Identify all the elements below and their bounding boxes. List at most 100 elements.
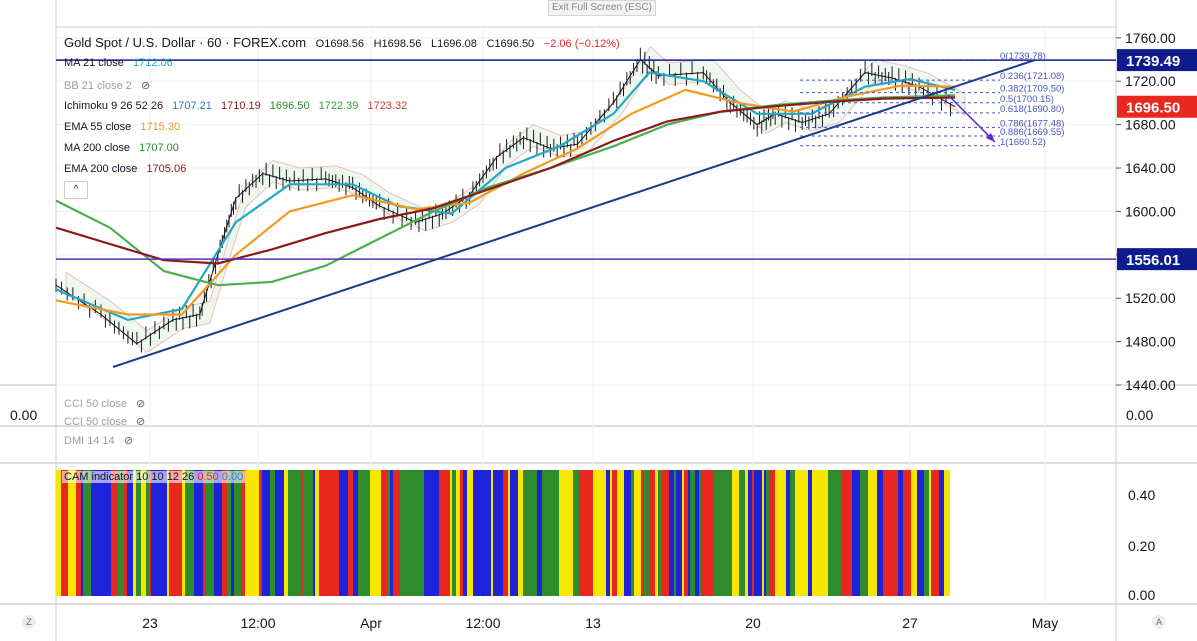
cam-bar <box>259 470 262 596</box>
cam-bar <box>841 470 847 596</box>
exit-fullscreen-button[interactable]: Exit Full Screen (ESC) <box>548 0 656 16</box>
series-layer <box>55 47 956 353</box>
eye-hidden-icon[interactable]: ⊘ <box>123 435 134 447</box>
cam-bar <box>651 470 655 596</box>
eye-hidden-icon[interactable]: ⊘ <box>136 398 146 410</box>
price-badge-label: 1556.01 <box>1126 252 1180 269</box>
cam-bar <box>167 470 169 596</box>
cam-bar <box>149 470 151 596</box>
cam-bar <box>71 470 76 596</box>
cam-bar <box>877 470 883 596</box>
auto-scale-button[interactable]: A <box>1152 615 1166 629</box>
symbol-title[interactable]: Gold Spot / U.S. Dollar · 60 · FOREX.com <box>64 35 307 50</box>
cam-bar <box>924 470 929 596</box>
cam-tick-label: 0.40 <box>1128 487 1155 503</box>
cam-axis[interactable]: 0.40 0.20 0.00 <box>1128 487 1155 603</box>
cam-bar <box>564 470 567 596</box>
cam-bar <box>542 470 544 596</box>
cam-bar <box>222 470 227 596</box>
legend-bb21[interactable]: BB 21 close 2 ⊘ <box>64 79 156 92</box>
cam-bar <box>644 470 649 596</box>
legend-cci-1[interactable]: CCI 50 close ⊘ <box>64 397 151 410</box>
price-badge <box>1117 95 1197 118</box>
cam-bar <box>559 470 562 596</box>
cam-bar <box>596 470 603 596</box>
cam-bar <box>833 470 841 596</box>
cam-bar <box>662 470 669 596</box>
cam-bar <box>146 470 149 596</box>
cam-bar <box>284 470 288 596</box>
trendline-support[interactable] <box>112 59 1036 368</box>
cam-bar <box>278 470 284 596</box>
dmi-label: DMI 14 14 <box>64 435 115 447</box>
ichimoku-label: Ichimoku 9 26 52 26 <box>64 100 164 112</box>
cam-bar <box>206 470 214 596</box>
cam-bar <box>452 470 456 596</box>
legend-ma21[interactable]: MA 21 close 1712.06 <box>64 57 179 69</box>
cam-bar <box>174 470 182 596</box>
cam-bar <box>83 470 91 596</box>
cam-bar <box>808 470 812 596</box>
cam-bar <box>503 470 508 596</box>
cam-bar <box>612 470 617 596</box>
time-axis[interactable]: 23 12:00 Apr 12:00 13 20 27 May <box>142 615 1058 631</box>
cam-bar <box>745 470 748 596</box>
cam-bar <box>890 470 898 596</box>
main-pane <box>56 27 1116 385</box>
legend-ma200[interactable]: MA 200 close 1707.00 <box>64 142 185 154</box>
cam-bar <box>708 470 713 596</box>
legend-ema200[interactable]: EMA 200 close 1705.06 <box>64 163 192 175</box>
cam-bar <box>617 470 624 596</box>
legend-ema55[interactable]: EMA 55 close 1715.30 <box>64 121 186 133</box>
cam-bar <box>303 470 306 596</box>
ma21-value: 1712.06 <box>132 57 173 69</box>
cam-bar <box>378 470 381 596</box>
projection-arrow[interactable] <box>947 94 996 143</box>
cam-bar <box>573 470 579 596</box>
time-tick-label: 12:00 <box>240 615 275 631</box>
cam-bar <box>124 470 127 596</box>
cam-bar <box>676 470 682 596</box>
cam-bar <box>790 470 795 596</box>
fib-label: 0.5(1700.15) <box>1000 94 1054 105</box>
cam-bar <box>104 470 111 596</box>
cam-bar <box>562 470 564 596</box>
cam-bar <box>684 470 688 596</box>
eye-hidden-icon[interactable]: ⊘ <box>136 416 146 425</box>
ichimoku-value-5: 1723.32 <box>367 100 408 112</box>
fib-label: 0.382(1709.50) <box>1000 84 1064 95</box>
cam-bar <box>544 470 551 596</box>
collapse-legend-button[interactable]: ^ <box>64 181 88 199</box>
cam-bar <box>898 470 903 596</box>
zoom-reset-button[interactable]: Z <box>22 615 36 629</box>
cam-bar <box>537 470 542 596</box>
cam-bar <box>610 470 612 596</box>
cam-bar <box>497 470 503 596</box>
ohlc-change: −2.06 (−0.12%) <box>543 38 620 50</box>
cam-bar <box>388 470 390 596</box>
cam-bar <box>634 470 639 596</box>
legend-dmi[interactable]: DMI 14 14 ⊘ <box>64 434 139 447</box>
cam-bar <box>483 470 491 596</box>
legend-cam[interactable]: CAM indicator 10 10 12 26 0.50 0.00 <box>62 471 246 483</box>
left-pane-value: 0.00 <box>10 407 38 423</box>
symbol-legend: Gold Spot / U.S. Dollar · 60 · FOREX.com… <box>64 35 626 50</box>
cam-bar <box>450 470 452 596</box>
price-badge <box>1117 49 1197 72</box>
cam-bar <box>416 470 424 596</box>
cam-bar <box>76 470 81 596</box>
ema55-value: 1715.30 <box>140 121 181 133</box>
cam-bar <box>408 470 416 596</box>
ichimoku-value-3: 1696.50 <box>269 100 310 112</box>
cam-bar <box>400 470 408 596</box>
cam-bar <box>456 470 460 596</box>
legend-cci-2[interactable]: CCI 50 close ⊘ <box>64 415 151 425</box>
eye-hidden-icon[interactable]: ⊘ <box>140 80 151 92</box>
cam-bar <box>624 470 631 596</box>
cam-bar <box>227 470 231 596</box>
legend-ichimoku[interactable]: Ichimoku 9 26 52 26 1707.21 1710.19 1696… <box>64 100 413 112</box>
cam-bar <box>231 470 234 596</box>
cam-bar <box>331 470 339 596</box>
price-axis[interactable]: 1760.001720.001680.001640.001600.001560.… <box>1116 30 1176 393</box>
fib-label: 1(1660.52) <box>1000 137 1046 148</box>
